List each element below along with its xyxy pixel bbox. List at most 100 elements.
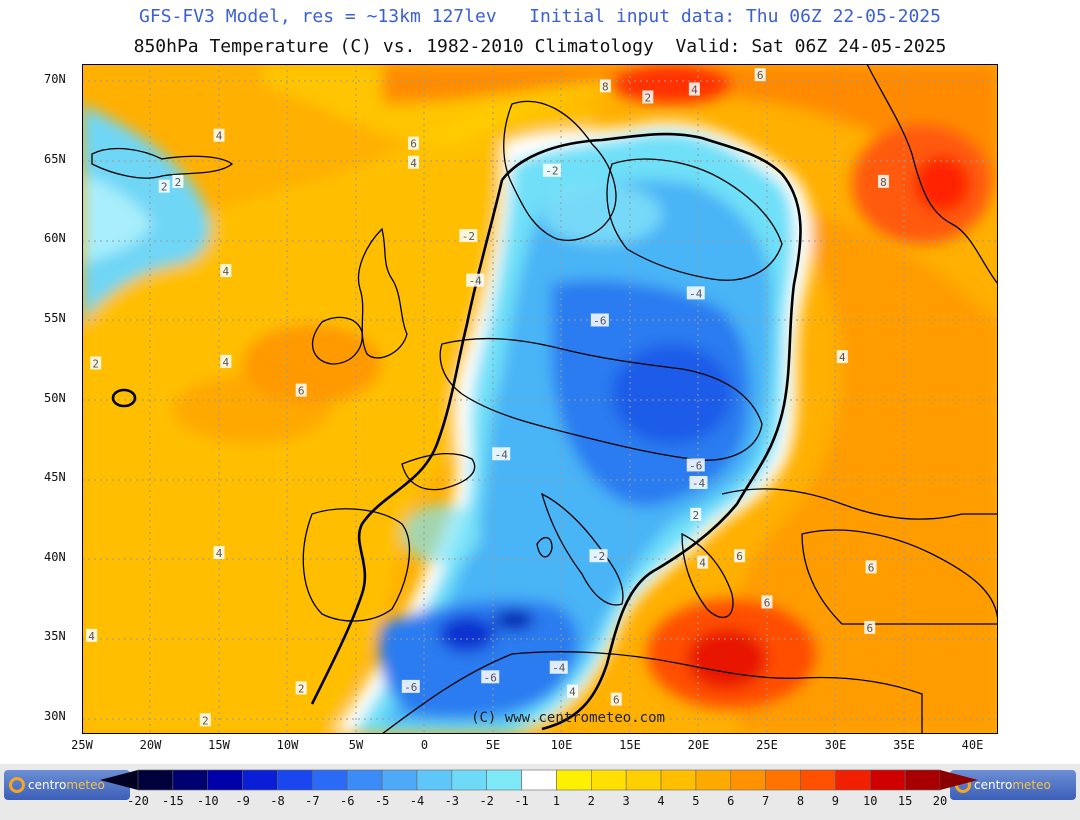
colorbar-label: -3 — [444, 794, 460, 808]
longitude-label: 0 — [420, 738, 429, 752]
colorbar-label: 15 — [897, 794, 913, 808]
anomaly-label: 4 — [86, 628, 98, 643]
anomaly-label: 6 — [295, 383, 307, 398]
svg-text:8: 8 — [880, 176, 887, 189]
colorbar-swatch — [660, 769, 697, 791]
anomaly-label: -4 — [492, 447, 511, 461]
anomaly-label: 2 — [172, 174, 184, 189]
logo-text-suffix: meteo — [1012, 778, 1051, 792]
colorbar-swatch — [381, 769, 418, 791]
map-title-line1: GFS-FV3 Model, res = ~13km 127lev Initia… — [139, 6, 941, 27]
centrometeo-logo-right: centrometeo — [950, 770, 1076, 800]
longitude-label: 40E — [961, 738, 984, 752]
svg-text:-4: -4 — [692, 477, 706, 490]
logo-text-suffix: meteo — [66, 778, 105, 792]
anomaly-label: 4 — [220, 354, 232, 369]
colorbar-arrow-right — [940, 770, 978, 790]
svg-text:-2: -2 — [592, 550, 605, 563]
longitude-label: 10E — [550, 738, 573, 752]
anomaly-label: 4 — [220, 264, 232, 278]
svg-text:4: 4 — [569, 686, 576, 699]
colorbar-swatch — [416, 769, 453, 791]
colorbar-label: 9 — [831, 794, 840, 808]
longitude-label: 25W — [71, 738, 93, 752]
anomaly-label: 2 — [90, 356, 102, 370]
svg-text:-2: -2 — [462, 230, 475, 243]
zero-contour — [310, 132, 802, 731]
colorbar-label: 2 — [587, 794, 595, 808]
svg-text:6: 6 — [613, 694, 620, 707]
anomaly-label: 6 — [408, 136, 420, 151]
latitude-label: 70N — [44, 71, 66, 86]
svg-text:4: 4 — [839, 351, 846, 364]
colorbar-label: -7 — [305, 794, 320, 808]
latitude-label: 50N — [44, 390, 66, 405]
latitude-label: 35N — [44, 629, 66, 644]
anomaly-label: -2 — [542, 163, 561, 178]
colorbar-label: -10 — [196, 794, 219, 808]
svg-text:4: 4 — [691, 83, 698, 96]
anomaly-labels: 4642244264422-2-2-4-6-4-4-6-42-2-4-6-646… — [86, 68, 889, 727]
colorbar-swatch — [556, 769, 592, 791]
anomaly-label: 4 — [213, 546, 225, 560]
anomaly-label: 4 — [697, 555, 709, 570]
anomaly-label: 6 — [734, 549, 746, 563]
latitude-label: 60N — [44, 231, 66, 246]
svg-text:4: 4 — [223, 356, 230, 369]
anomaly-label: 4 — [566, 684, 578, 699]
colorbar-label: -4 — [409, 794, 425, 808]
svg-text:8: 8 — [602, 80, 609, 93]
centrometeo-logo-left: centrometeo — [4, 770, 130, 800]
svg-text:6: 6 — [298, 385, 305, 398]
colorbar-swatch — [625, 769, 662, 791]
svg-text:2: 2 — [92, 357, 99, 370]
svg-text:6: 6 — [764, 596, 771, 609]
svg-text:6: 6 — [866, 622, 873, 635]
colorbar-label: -15 — [162, 794, 184, 808]
svg-text:-4: -4 — [469, 275, 483, 288]
anomaly-label: 4 — [408, 155, 420, 170]
svg-text:4: 4 — [223, 265, 230, 278]
svg-text:4: 4 — [410, 157, 417, 170]
anomaly-label: 6 — [754, 68, 766, 82]
colorbar-swatch — [312, 769, 348, 791]
anomaly-label: 4 — [688, 82, 700, 96]
colorbar-swatch — [869, 769, 906, 791]
latitude-label: 40N — [44, 549, 66, 564]
anomaly-label: -6 — [401, 679, 420, 694]
anomaly-label: 8 — [877, 174, 889, 189]
anomaly-label: 2 — [199, 713, 211, 727]
svg-text:6: 6 — [410, 138, 417, 151]
longitude-label: 5W — [348, 738, 364, 752]
longitude-label: 20E — [687, 738, 710, 752]
colorbar-label: -8 — [270, 794, 285, 808]
colorbar-swatch — [242, 769, 278, 791]
colorbar-label: -9 — [235, 794, 250, 808]
anomaly-label: -4 — [549, 660, 568, 675]
longitude-label: 35E — [893, 738, 915, 752]
svg-text:4: 4 — [216, 547, 223, 560]
anomaly-label: 6 — [864, 620, 876, 635]
longitude-label: 30E — [824, 738, 847, 752]
colorbar-swatch — [695, 769, 732, 791]
latitude-label: 45N — [44, 470, 66, 485]
anomaly-label: 2 — [295, 681, 307, 695]
colorbar-swatch — [277, 769, 313, 791]
svg-text:4: 4 — [88, 630, 95, 643]
svg-text:-4: -4 — [689, 287, 703, 300]
svg-text:6: 6 — [736, 550, 743, 563]
colorbar-swatch — [172, 769, 209, 791]
svg-text:-2: -2 — [545, 165, 558, 178]
anomaly-label: -4 — [689, 475, 708, 490]
svg-text:-6: -6 — [689, 459, 702, 472]
svg-text:-6: -6 — [404, 681, 417, 694]
colorbar-swatch — [521, 769, 557, 791]
svg-text:2: 2 — [202, 714, 209, 727]
longitude-label: 20W — [139, 738, 162, 752]
longitude-label: 10W — [276, 738, 299, 752]
colorbar-label: -5 — [374, 794, 390, 808]
colorbar-swatch — [591, 769, 627, 791]
colorbar-swatch — [765, 769, 801, 791]
svg-text:4: 4 — [699, 557, 706, 570]
anomaly-label: -6 — [590, 313, 609, 327]
